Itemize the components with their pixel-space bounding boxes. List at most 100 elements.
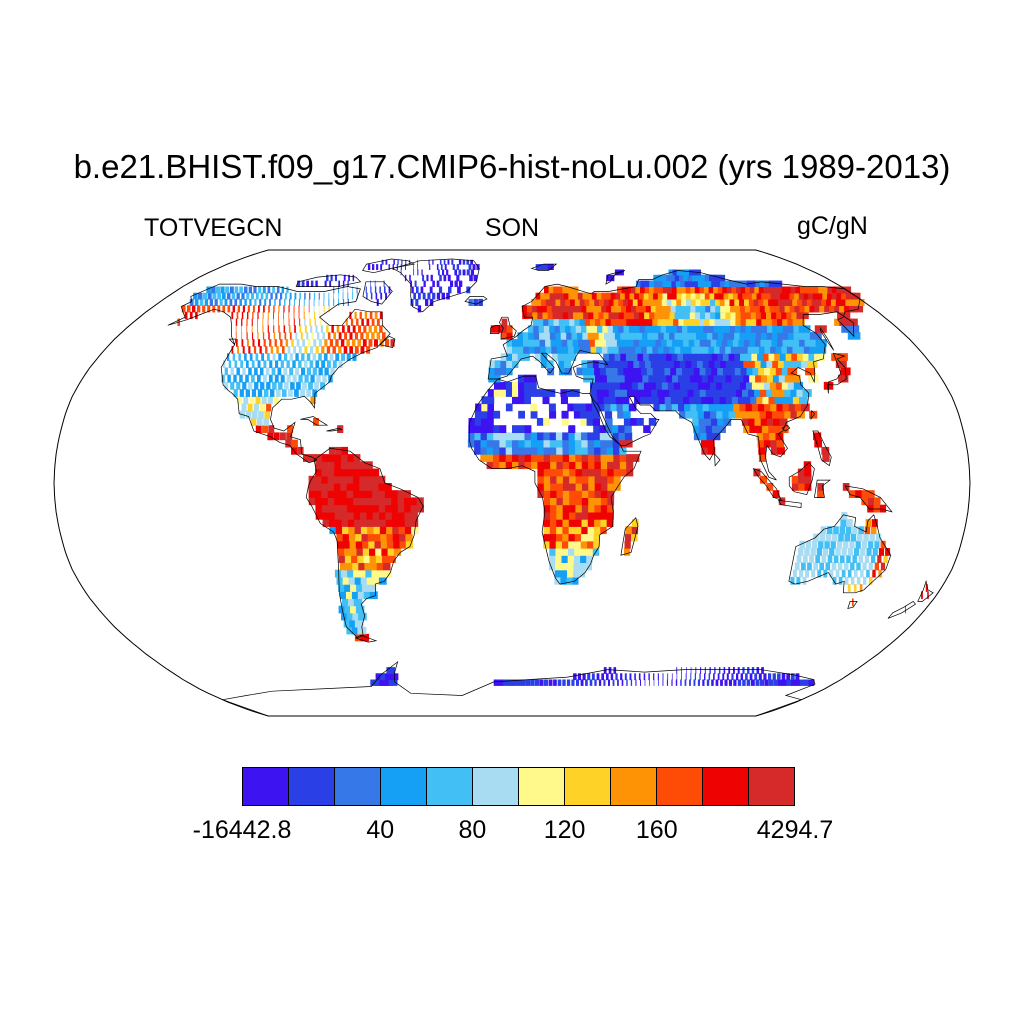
grid-cell [714,667,716,674]
grid-cell [376,264,379,270]
grid-cell [749,374,759,383]
grid-cell [591,292,600,300]
coastline [489,324,500,334]
grid-cell [671,353,681,361]
grid-cell [360,332,364,340]
grid-cell [530,679,535,686]
grid-cell [624,673,627,681]
grid-cell [387,548,395,556]
grid-cell [372,504,380,513]
grid-cell [566,576,573,585]
grid-cell [328,454,335,462]
grid-cell [207,305,211,313]
grid-cell [604,410,613,419]
grid-cell [359,475,367,484]
grid-cell [366,511,374,520]
grid-cell [549,519,557,527]
grid-cell [607,475,615,484]
grid-cell [301,367,306,376]
grid-cell [293,318,295,326]
grid-cell [700,353,710,361]
grid-cell [430,274,433,282]
grid-cell [279,432,286,441]
grid-cell [581,446,589,455]
grid-cell [707,396,716,405]
grid-cell [782,403,792,412]
grid-cell [630,286,640,294]
grid-cell [347,461,354,470]
grid-cell [377,569,386,578]
grid-cell [569,353,577,361]
grid-cell [683,318,694,326]
grid-cell [573,346,581,354]
grid-cell [398,526,406,535]
grid-cell [517,346,524,354]
grid-cell [347,504,355,513]
grid-cell [315,504,323,513]
grid-cell [802,353,814,361]
grid-cell [570,298,577,306]
grid-cell [468,264,472,270]
grid-cell [257,311,259,320]
grid-cell [512,439,519,448]
grid-cell [501,325,508,333]
grid-cell [358,325,361,333]
grid-cell [581,468,589,477]
grid-cell [587,673,591,681]
grid-cell [573,292,581,300]
grid-cell [809,346,821,354]
grid-cell [747,667,750,674]
grid-cell [620,292,629,300]
grid-cell [742,418,750,426]
grid-cell [265,367,270,376]
grid-cell [367,264,371,270]
grid-cell [357,555,366,563]
grid-cell [506,325,513,333]
grid-cell [298,311,300,320]
grid-cell [751,381,761,390]
grid-cell [481,396,488,405]
grid-cell [292,360,296,368]
grid-cell [376,298,379,306]
grid-cell [273,311,274,320]
grid-cell [641,346,650,354]
grid-cell [467,439,475,448]
grid-cell [781,367,792,376]
grid-cell [289,353,293,361]
grid-cell [690,332,701,340]
grid-cell [927,591,929,600]
grid-cell [779,418,788,426]
grid-cell [294,325,296,333]
grid-cell [612,432,620,441]
grid-cell [641,367,649,376]
grid-cell [885,548,891,556]
grid-cell [288,325,291,333]
grid-cell [845,526,852,535]
grid-cell [530,432,538,441]
grid-cell [756,667,760,674]
grid-cell [369,311,373,320]
grid-cell [556,504,564,513]
grid-cell [683,339,693,347]
grid-cell [335,339,339,347]
grid-cell [231,346,234,354]
grid-cell [298,305,300,313]
grid-cell [685,360,695,368]
grid-cell [588,490,596,498]
grid-cell [760,389,770,397]
grid-cell [512,360,519,368]
grid-cell [678,403,686,412]
grid-cell [328,504,336,513]
grid-cell [626,454,634,462]
grid-cell [447,274,451,282]
grid-cell [603,396,611,405]
grid-cell [333,298,335,306]
coastline [305,447,424,639]
grid-cell [551,305,559,313]
grid-cell [582,367,590,376]
grid-cell [838,533,844,542]
grid-cell [309,454,316,462]
grid-cell [569,468,577,477]
grid-cell [581,360,589,368]
grid-cell [600,318,609,326]
